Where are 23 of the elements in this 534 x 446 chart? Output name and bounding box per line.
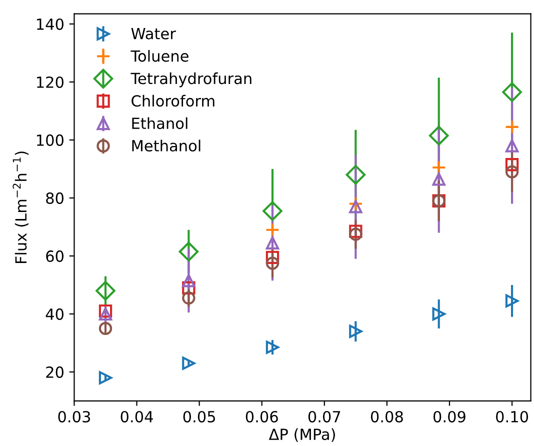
legend-label: Methanol: [132, 140, 200, 152]
legend-label: Toluene: [130, 50, 188, 62]
y-tick-label: 120: [37, 76, 64, 88]
x-tick-label: 0.08: [370, 410, 403, 422]
y-axis-title: Flux (Lm$^{−2}$h$^{−1}$): [12, 152, 29, 264]
legend-label: Water: [131, 28, 176, 40]
y-tick-label: 140: [37, 18, 64, 30]
x-tick-label: 0.05: [183, 410, 215, 422]
x-tick-label: 0.10: [496, 410, 528, 422]
legend-label: Chloroform: [132, 94, 214, 107]
y-tick-label: 40: [46, 308, 64, 320]
y-tick-label: 100: [37, 134, 64, 146]
y-tick-label: 80: [46, 192, 64, 204]
y-tick-label: 20: [46, 366, 64, 378]
x-axis-title: ΔP (MPa): [268, 428, 335, 442]
legend-label: Ethanol: [132, 117, 188, 130]
legend-label: Tetrahydrofuran: [130, 72, 252, 88]
x-tick-label: 0.07: [308, 410, 340, 422]
x-tick-label: 0.09: [433, 410, 466, 422]
x-tick-label: 0.06: [246, 410, 278, 422]
x-tick-label: 0.04: [120, 410, 153, 422]
x-tick-label: 0.03: [58, 410, 90, 422]
y-tick-label: 60: [46, 250, 64, 262]
